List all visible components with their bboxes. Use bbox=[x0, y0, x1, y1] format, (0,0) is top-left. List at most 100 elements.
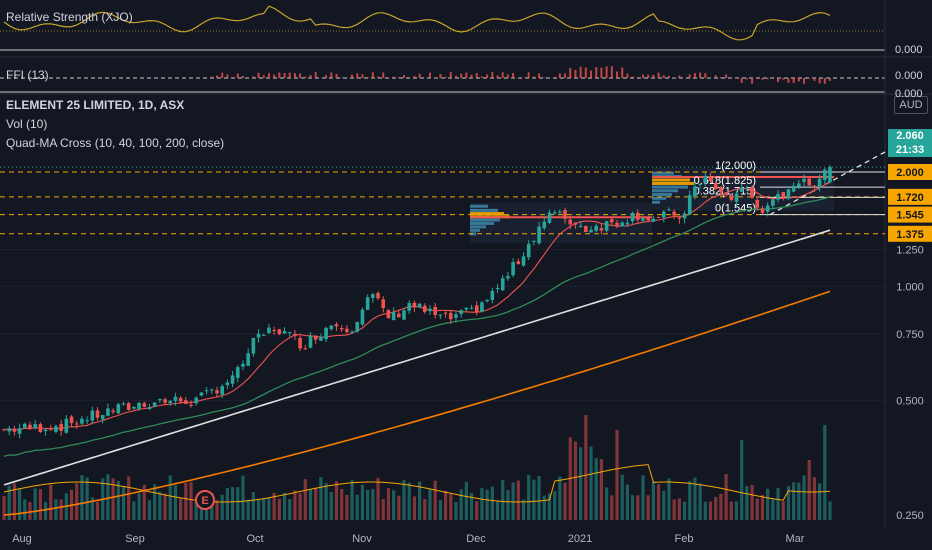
candle-body bbox=[43, 429, 48, 432]
candle-body bbox=[480, 302, 484, 312]
candle-body bbox=[641, 218, 645, 221]
volume-bar bbox=[625, 484, 629, 520]
ffi-bar bbox=[579, 66, 582, 78]
volume-bar bbox=[771, 499, 775, 520]
volume-bar bbox=[272, 492, 276, 520]
candle-body bbox=[178, 397, 183, 402]
candle-body bbox=[630, 212, 635, 222]
candle-body bbox=[537, 226, 541, 244]
ffi-bar bbox=[699, 72, 702, 78]
ffi-bar bbox=[221, 72, 224, 78]
quad-ma-indicator-label[interactable]: Quad-MA Cross (10, 40, 100, 200, close) bbox=[6, 136, 225, 150]
ffi-bar bbox=[657, 72, 660, 78]
volume-bar bbox=[179, 497, 183, 520]
rs-line bbox=[3, 5, 831, 41]
volume-profile-bar bbox=[652, 181, 694, 185]
ffi-bar bbox=[751, 78, 754, 84]
volume-indicator-label[interactable]: Vol (10) bbox=[6, 117, 48, 131]
volume-bar bbox=[682, 501, 687, 520]
ffi-bar bbox=[392, 76, 395, 78]
ffi-bar bbox=[309, 74, 312, 78]
ffi-bar bbox=[688, 74, 691, 78]
candle-body bbox=[308, 335, 313, 348]
volume-bar bbox=[646, 495, 650, 520]
volume-profile-bar bbox=[652, 196, 666, 200]
candle-body bbox=[402, 310, 406, 320]
ffi-bar bbox=[787, 78, 790, 83]
ffi-bar bbox=[766, 78, 769, 80]
ffi-zero-tick-1: 0.000 bbox=[895, 70, 923, 82]
candle-body bbox=[422, 305, 427, 312]
candle-body bbox=[485, 299, 489, 302]
ffi-bar bbox=[460, 73, 463, 78]
time-axis-tick: 2021 bbox=[568, 533, 592, 545]
volume-bar bbox=[558, 476, 562, 520]
candle-body bbox=[28, 424, 32, 429]
volume-bar bbox=[641, 475, 645, 520]
volume-bar bbox=[615, 430, 619, 520]
candle-body bbox=[682, 213, 687, 219]
ffi-indicator-label[interactable]: FFI (13) bbox=[6, 68, 49, 82]
ffi-bar bbox=[553, 76, 556, 78]
candle-body bbox=[246, 353, 250, 366]
ffi-bar bbox=[756, 78, 759, 79]
ffi-bar bbox=[584, 67, 587, 78]
candle-body bbox=[95, 410, 100, 418]
price-axis-tick: 1.250 bbox=[896, 245, 924, 257]
volume-bar bbox=[80, 475, 84, 520]
volume-bar bbox=[54, 499, 58, 520]
candle-body bbox=[287, 332, 292, 334]
candle-body bbox=[121, 403, 126, 405]
volume-profile-bar bbox=[652, 185, 688, 189]
ffi-bar bbox=[693, 73, 696, 78]
candle-body bbox=[412, 302, 417, 308]
volume-bar bbox=[630, 495, 635, 520]
volume-bar bbox=[553, 491, 557, 520]
candle-body bbox=[74, 423, 79, 425]
volume-bar bbox=[579, 447, 583, 520]
volume-bar bbox=[464, 481, 468, 520]
countdown-tag: 21:33 bbox=[888, 143, 932, 157]
candle-body bbox=[495, 287, 500, 290]
volume-profile-bar bbox=[470, 221, 494, 225]
candle-body bbox=[38, 424, 43, 432]
volume-bar bbox=[740, 440, 744, 520]
ffi-bar bbox=[740, 78, 743, 83]
candle-body bbox=[500, 278, 505, 291]
rs-indicator-label[interactable]: Relative Strength (XJO) bbox=[6, 10, 133, 24]
candle-body bbox=[64, 418, 69, 433]
ffi-bar bbox=[823, 78, 826, 84]
ffi-bar bbox=[797, 78, 800, 82]
candle-body bbox=[672, 211, 676, 216]
volume-bar bbox=[220, 494, 224, 520]
candle-body bbox=[428, 308, 432, 312]
ma200-line bbox=[3, 290, 831, 516]
volume-bar bbox=[620, 474, 624, 520]
candle-body bbox=[526, 243, 531, 258]
price-level-tag bbox=[888, 225, 932, 242]
candle-body bbox=[828, 167, 832, 183]
ffi-bar bbox=[330, 72, 333, 78]
time-axis-tick: Oct bbox=[246, 533, 263, 545]
volume-bar bbox=[251, 492, 255, 520]
candle-body bbox=[823, 169, 827, 180]
volume-bar bbox=[334, 481, 339, 520]
candle-body bbox=[173, 396, 178, 401]
candle-body bbox=[152, 402, 157, 407]
candle-body bbox=[781, 192, 786, 198]
volume-bar bbox=[147, 500, 152, 520]
volume-bar bbox=[433, 480, 437, 520]
volume-bar bbox=[766, 488, 770, 520]
volume-bar bbox=[215, 500, 219, 520]
volume-bar bbox=[719, 493, 723, 520]
candle-body bbox=[17, 428, 22, 434]
volume-bar bbox=[236, 487, 240, 520]
currency-button[interactable]: AUD bbox=[894, 96, 928, 114]
volume-profile-bar bbox=[652, 178, 690, 182]
candle-body bbox=[381, 299, 386, 309]
volume-bar bbox=[397, 495, 401, 520]
ffi-bar bbox=[215, 75, 218, 78]
candle-body bbox=[511, 262, 515, 276]
ffi-bar bbox=[382, 72, 385, 78]
